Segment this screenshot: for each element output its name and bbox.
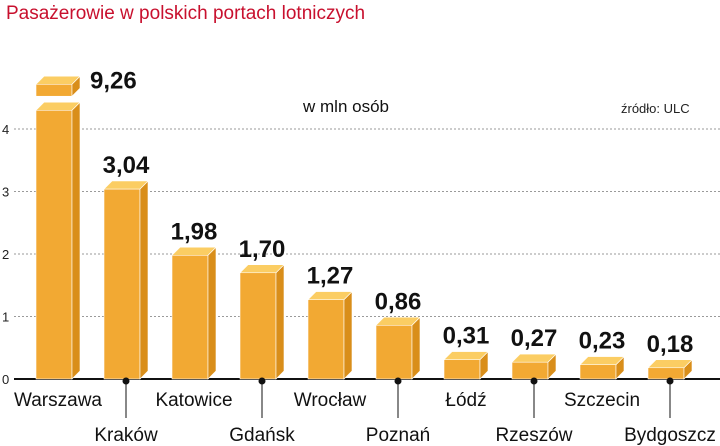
category-label: Wrocław <box>294 390 367 411</box>
bar-front <box>375 324 413 380</box>
category-label: Szczecin <box>564 390 640 411</box>
bars: 9,26 3,04 1,98 1,70 1,27 0,86 0,31 0,27 0,23 0,18 <box>35 67 694 380</box>
bar-front <box>443 359 481 380</box>
bar-front <box>171 254 209 380</box>
category-label: Warszawa <box>14 390 102 411</box>
bar-3: 1,70 <box>239 236 286 380</box>
bar-front <box>35 109 73 380</box>
bar-9: 0,18 <box>647 331 694 380</box>
category-label: Rzeszów <box>495 425 572 446</box>
bar-top <box>171 246 217 256</box>
bar-front <box>511 361 549 380</box>
y-tick-label: 2 <box>2 247 9 262</box>
category-labels: Warszawa Kraków Katowice Gdańsk Wrocław Pozna… <box>14 377 716 446</box>
label-dot <box>530 377 538 385</box>
bar-side <box>275 264 285 380</box>
bar-side <box>139 180 149 380</box>
bar-top <box>647 359 693 369</box>
y-tick-label: 0 <box>2 372 9 387</box>
bar-top <box>443 351 489 360</box>
bar-top <box>103 180 149 190</box>
bar-6: 0,31 <box>443 323 490 380</box>
value-label: 9,26 <box>90 67 137 94</box>
bar-0: 9,26 <box>35 67 137 380</box>
bar-5: 0,86 <box>375 288 422 380</box>
bar-side <box>343 290 353 380</box>
value-label: 1,27 <box>307 263 354 290</box>
bar-2: 1,98 <box>171 218 218 380</box>
category-label: Poznań <box>366 425 430 446</box>
bar-1: 3,04 <box>103 152 150 380</box>
bar-side <box>411 316 421 380</box>
bar-top <box>511 353 557 363</box>
y-tick-label: 3 <box>2 185 9 200</box>
value-label: 0,23 <box>579 328 626 355</box>
bar-top <box>375 316 421 326</box>
bar-side <box>71 101 81 380</box>
bar-8: 0,23 <box>579 328 626 380</box>
value-label: 0,86 <box>375 288 422 315</box>
value-label: 0,18 <box>647 331 694 358</box>
bar-front <box>239 272 277 380</box>
source-label: źródło: ULC <box>621 101 690 116</box>
value-label: 1,70 <box>239 236 286 263</box>
label-dot <box>122 377 130 385</box>
label-dot <box>258 377 266 385</box>
category-label: Bydgoszcz <box>624 425 716 446</box>
value-label: 3,04 <box>103 152 150 179</box>
category-label: Gdańsk <box>229 425 295 446</box>
value-label: 0,27 <box>511 325 558 352</box>
bar-4: 1,27 <box>307 263 354 380</box>
y-tick-label: 4 <box>2 122 9 137</box>
y-axis-ticks: 0 1 2 3 4 <box>2 122 9 387</box>
bar-break-piece <box>35 83 73 97</box>
bar-front <box>103 188 141 380</box>
category-label: Łódź <box>445 390 486 411</box>
y-tick-label: 1 <box>2 310 9 325</box>
bar-top <box>239 264 285 274</box>
bar-top <box>35 101 81 111</box>
category-label: Katowice <box>155 390 232 411</box>
unit-label: w mln osób <box>302 97 389 116</box>
bar-side <box>207 246 217 380</box>
bar-top <box>579 356 625 365</box>
label-dot <box>394 377 402 385</box>
bar-front <box>307 299 345 380</box>
value-label: 1,98 <box>171 218 218 245</box>
category-label: Kraków <box>94 425 158 446</box>
bar-7: 0,27 <box>511 325 558 380</box>
chart-title: Pasażerowie w polskich portach lotniczyc… <box>6 3 365 24</box>
value-label: 0,31 <box>443 323 490 350</box>
bar-top <box>307 291 353 300</box>
bar-break-top <box>35 75 81 85</box>
bar-front <box>647 367 685 380</box>
bar-front <box>579 364 617 380</box>
label-dot <box>666 377 674 385</box>
